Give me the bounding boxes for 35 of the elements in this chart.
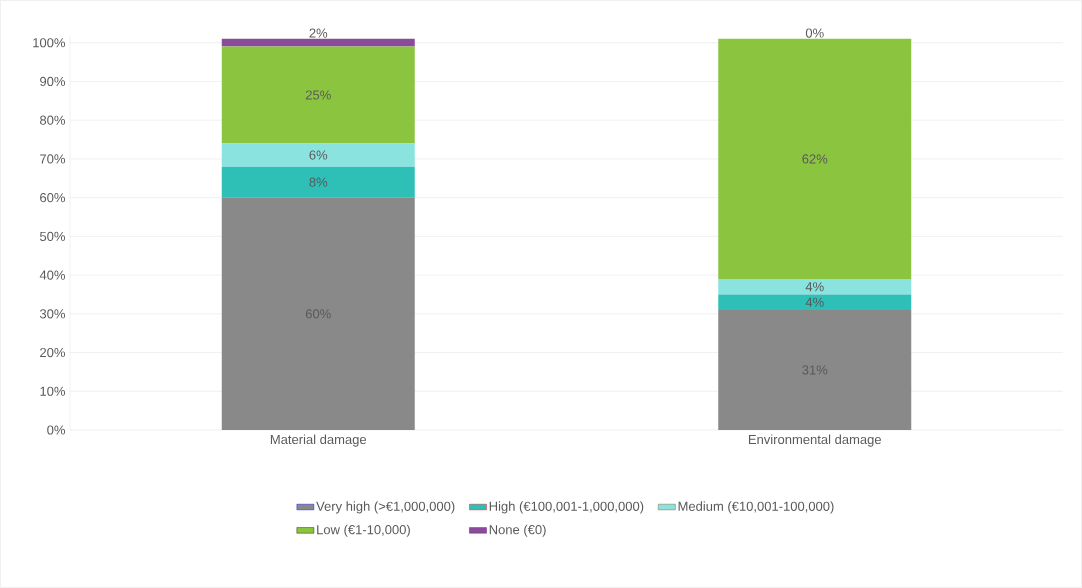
data-label: 8%: [309, 177, 328, 187]
y-tick-label: 40%: [39, 270, 66, 280]
y-tick-label: 100%: [33, 38, 66, 48]
y-tick-label: 10%: [40, 386, 66, 396]
y-tick-label: 90%: [40, 76, 66, 87]
bar: [221, 166, 415, 198]
bar: [718, 38, 912, 279]
bar: [221, 46, 415, 144]
data-label: 62%: [802, 154, 828, 164]
y-tick-label: 70%: [40, 154, 66, 164]
bar: [221, 197, 415, 430]
legend-label: High (€100,001-1,000,000): [489, 501, 644, 514]
legend-label: Very high (>€1,000,000): [316, 501, 455, 514]
bar: [718, 309, 912, 430]
data-label: 4%: [805, 297, 824, 307]
bar: [221, 143, 415, 167]
bar: [718, 278, 912, 295]
data-label: 25%: [305, 90, 331, 100]
y-tick-label: 20%: [40, 347, 66, 358]
y-tick-label: 30%: [39, 309, 66, 319]
bar: [221, 38, 415, 47]
x-tick-label: Material damage: [270, 434, 367, 447]
data-label: 0%: [805, 28, 824, 38]
y-tick-label: 0%: [47, 425, 66, 435]
x-tick-label: Environmental damage: [748, 434, 881, 447]
data-label: 4%: [805, 282, 824, 292]
y-tick-label: 50%: [39, 231, 66, 241]
y-tick-label: 80%: [40, 115, 66, 125]
legend-label: None (€0): [489, 524, 546, 537]
data-label: 6%: [309, 150, 328, 160]
legend-label: Low (€1-10,000): [317, 524, 410, 537]
y-tick-label: 60%: [40, 193, 66, 203]
bar: [718, 294, 912, 310]
data-label: 2%: [309, 28, 328, 38]
legend-label: Medium (€10,001-100,000): [678, 501, 834, 514]
